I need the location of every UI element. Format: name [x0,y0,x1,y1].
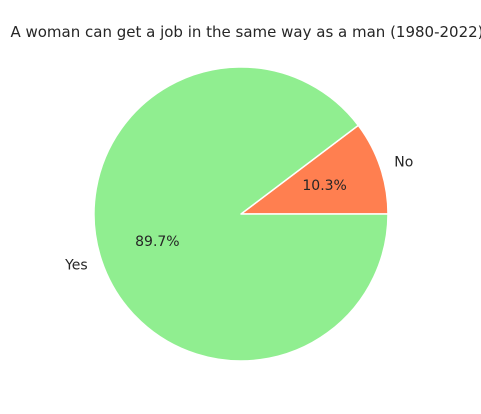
pie-labels: No 10.3% Yes 89.7% [64,155,413,274]
slice-percent-no: 10.3% [302,178,346,194]
pie-slice-yes [93,66,389,362]
pie-slices [93,66,389,362]
slice-label-yes: Yes [64,257,88,273]
chart-title: A woman can get a job in the same way as… [10,23,481,41]
pie-slice-no [240,124,389,215]
slice-label-no: No [394,155,413,171]
slice-percent-yes: 89.7% [135,234,179,250]
